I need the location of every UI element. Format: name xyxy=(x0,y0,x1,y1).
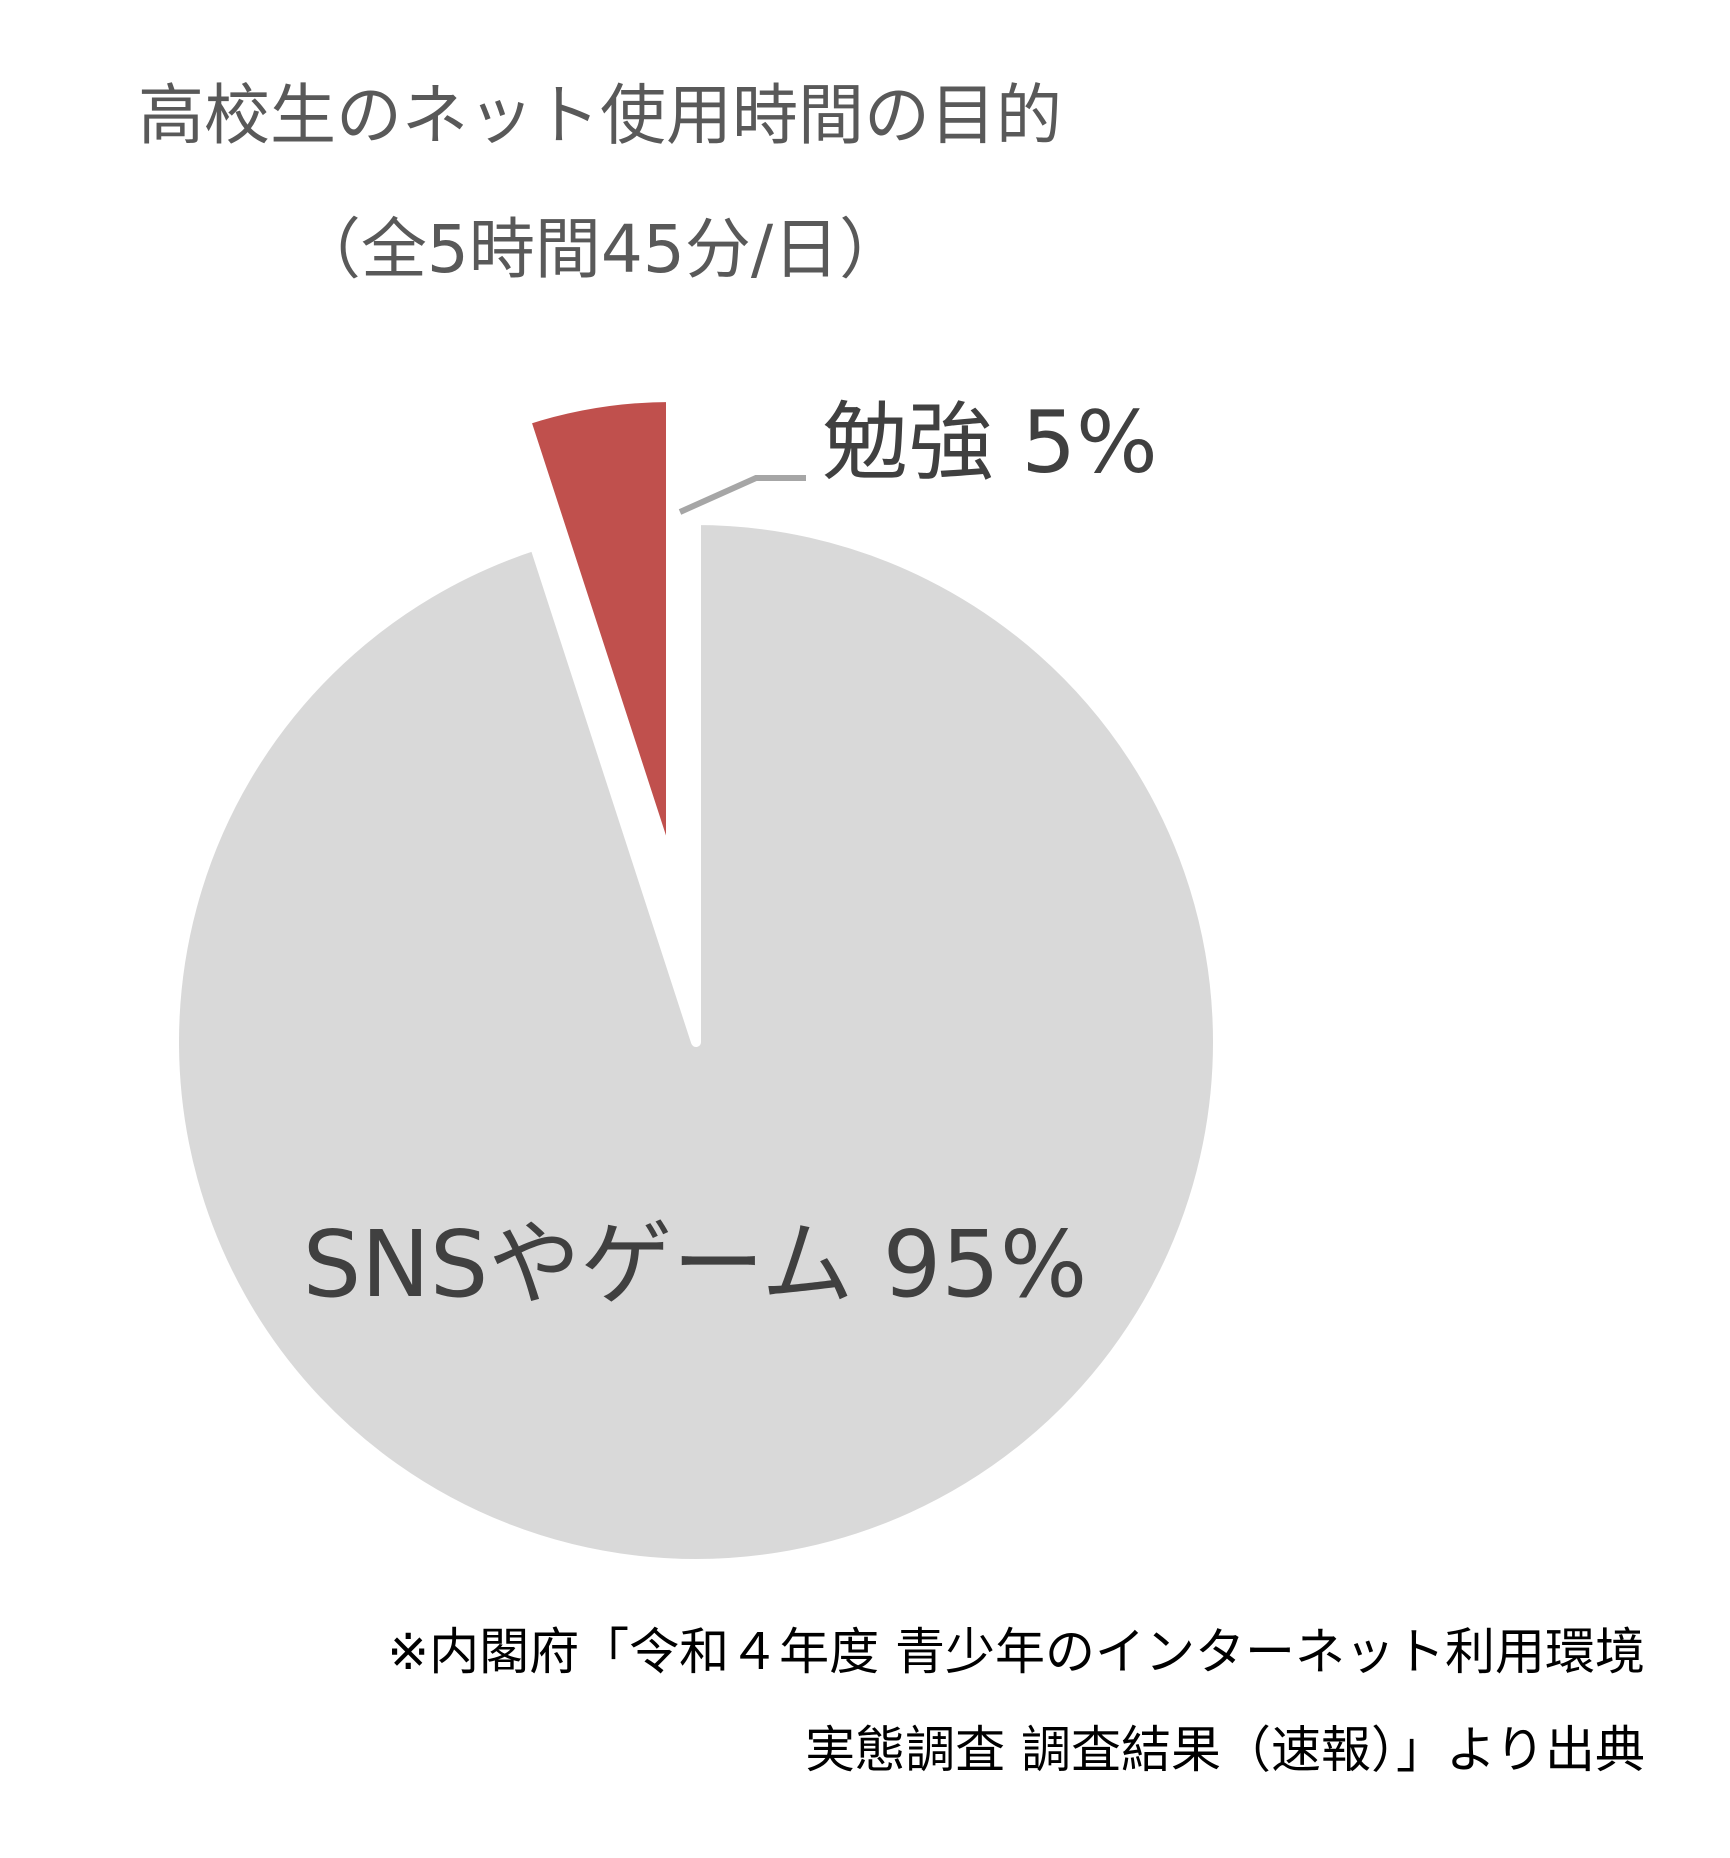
source-note-line1: ※内閣府「令和４年度 青少年のインターネット利用環境 xyxy=(387,1623,1645,1681)
chart-title: 高校生のネット使用時間の目的 xyxy=(138,77,1062,154)
source-note-line2: 実態調査 調査結果（速報）」より出典 xyxy=(805,1721,1645,1779)
chart-subtitle: （全5時間45分/日） xyxy=(294,211,906,288)
slice-label-sns-game: SNSやゲーム 95% xyxy=(303,1211,1088,1318)
slice-label-study: 勉強 5% xyxy=(822,393,1158,493)
pie-slice-study xyxy=(520,392,676,872)
pie-slice-sns-game xyxy=(169,515,1223,1569)
leader-line xyxy=(678,475,806,515)
